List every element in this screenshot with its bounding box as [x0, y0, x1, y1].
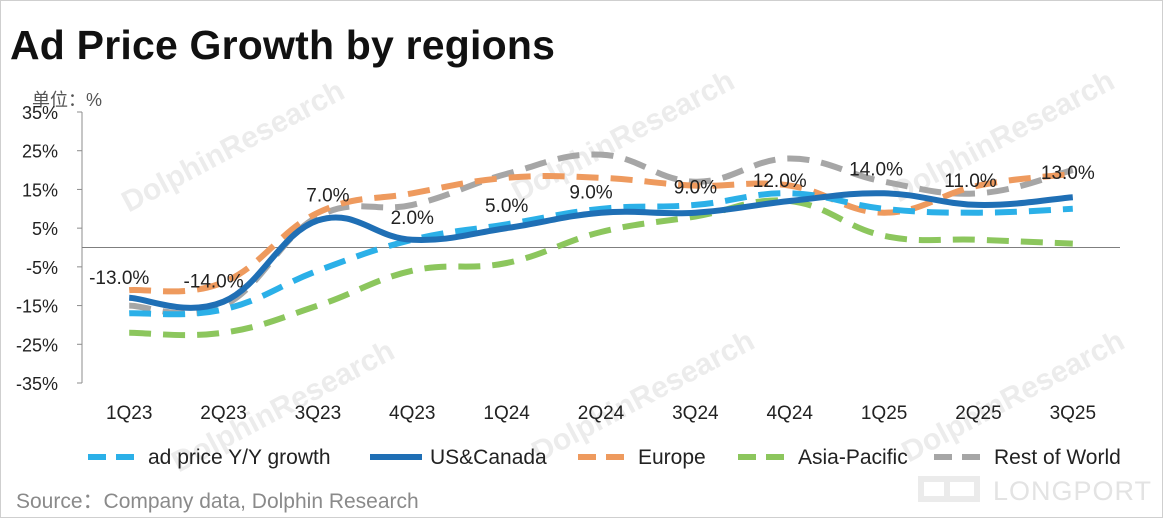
series-line-us-canada — [128, 190, 1074, 311]
data-label: 5.0% — [485, 196, 528, 217]
x-tick-label: 1Q25 — [861, 403, 907, 424]
legend-item: Asia-Pacific — [738, 446, 908, 469]
x-tick-label: 1Q24 — [483, 403, 530, 424]
data-label: 11.0% — [944, 171, 997, 192]
unit-label: 单位：% — [32, 90, 103, 110]
series-line-asia-pacific — [129, 197, 1073, 339]
data-label: 7.0% — [306, 185, 349, 206]
x-tick-label: 2Q23 — [200, 403, 246, 424]
source-note: Source：Company data, Dolphin Research — [16, 490, 419, 513]
y-tick-label: 5% — [32, 219, 58, 239]
longport-logo-icon — [918, 476, 980, 502]
y-tick-label: -25% — [16, 335, 58, 355]
x-tick-label: 3Q23 — [295, 403, 341, 424]
brand-watermark: LONGPORT — [993, 476, 1153, 506]
legend-label: Europe — [638, 446, 706, 469]
y-tick-label: -15% — [16, 297, 58, 317]
y-tick-label: 15% — [22, 180, 58, 200]
data-label: 2.0% — [391, 208, 434, 229]
y-tick-label: 35% — [22, 103, 58, 123]
data-label: -13.0% — [89, 268, 149, 289]
chart-title: Ad Price Growth by regions — [10, 22, 556, 68]
x-tick-label: 3Q24 — [672, 403, 719, 424]
x-tick-label: 4Q24 — [766, 403, 813, 424]
y-tick-label: 25% — [22, 142, 58, 162]
legend-label: Rest of World — [994, 446, 1121, 469]
data-label: 12.0% — [753, 171, 807, 192]
series-line-ad-price-y-y-growth — [129, 190, 1073, 318]
y-tick-label: -35% — [16, 374, 58, 394]
x-tick-label: 2Q25 — [955, 403, 1001, 424]
x-tick-label: 4Q23 — [389, 403, 435, 424]
data-label: -14.0% — [183, 272, 243, 293]
legend-label: ad price Y/Y growth — [148, 446, 331, 469]
data-label: 9.0% — [569, 183, 612, 204]
legend-item: Rest of World — [934, 446, 1121, 469]
data-label: 14.0% — [849, 159, 903, 180]
y-tick-label: -5% — [26, 258, 58, 278]
legend-item: ad price Y/Y growth — [88, 446, 331, 469]
x-tick-label: 2Q24 — [578, 403, 625, 424]
legend-label: US&Canada — [430, 446, 547, 469]
legend-label: Asia-Pacific — [798, 446, 908, 469]
data-label: 9.0% — [674, 178, 717, 199]
x-tick-label: 3Q25 — [1050, 403, 1096, 424]
data-label: 13.0% — [1041, 163, 1095, 184]
legend-item: US&Canada — [370, 446, 547, 469]
legend-item: Europe — [578, 446, 706, 469]
series-line-europe — [128, 170, 1074, 295]
x-tick-label: 1Q23 — [106, 403, 152, 424]
